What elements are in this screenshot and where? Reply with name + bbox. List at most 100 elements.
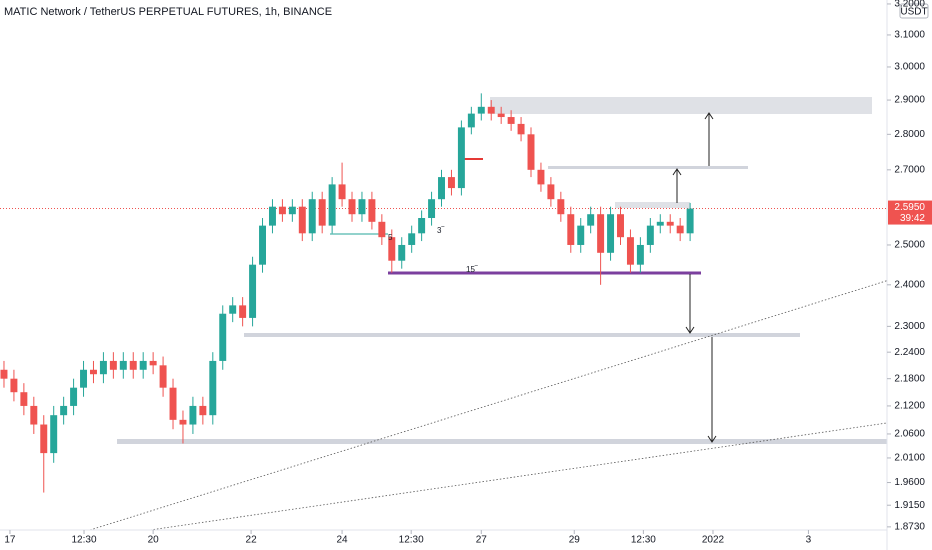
candle-body [278, 206, 286, 215]
candle-body [487, 106, 495, 114]
candle-body [477, 106, 485, 114]
candle-body [408, 233, 416, 245]
candle-body [398, 244, 406, 261]
candle-body [676, 225, 684, 234]
annotation: 3‾ [437, 226, 444, 235]
x-tick-label: 2022 [702, 535, 725, 546]
last-price-tag [888, 200, 932, 225]
countdown: 39:42 [900, 213, 925, 224]
candle-body [259, 225, 267, 265]
candle-body [507, 117, 515, 124]
candle-body [666, 221, 674, 226]
x-tick-label: 27 [476, 535, 488, 546]
y-tick-label: 2.2400 [894, 347, 925, 358]
candle-body [368, 199, 376, 222]
x-tick-label: 12:30 [72, 535, 97, 546]
candle-body [199, 405, 207, 416]
candle-body [438, 177, 445, 200]
currency-box [899, 3, 929, 19]
y-tick-label: 1.9600 [894, 477, 925, 488]
candle-body [20, 392, 28, 406]
candle-body [418, 218, 426, 234]
candle-body [447, 177, 455, 189]
candle-body [348, 199, 356, 215]
candle-body [646, 225, 654, 245]
x-tick-label: 29 [569, 535, 581, 546]
y-tick-label: 3.2000 [894, 0, 925, 10]
drawings [89, 97, 922, 531]
candle-body [10, 378, 18, 393]
candle-body [537, 169, 545, 185]
x-tick-label: 12:30 [399, 535, 424, 546]
candle-body [298, 206, 306, 234]
x-tick-label: 17 [4, 535, 16, 546]
candle-body [189, 405, 197, 425]
candle-body [686, 208, 694, 234]
candle-body [378, 221, 386, 238]
candle-body [50, 415, 58, 454]
x-tick-label: 24 [337, 535, 349, 546]
x-tick-label: 3 [806, 535, 812, 546]
x-tick-label: 22 [246, 535, 258, 546]
x-tick-label: 20 [148, 535, 160, 546]
y-tick-label: 2.3000 [894, 321, 925, 332]
zone [117, 439, 921, 444]
annotation: 15‾ [466, 265, 478, 274]
candle-body [517, 123, 525, 135]
y-tick-label: 1.9150 [894, 500, 925, 511]
candle-body [239, 305, 247, 318]
candle-body [338, 184, 346, 200]
candle-body [577, 225, 585, 245]
trend-line [149, 417, 922, 531]
candle-body [358, 199, 366, 215]
trend-line [89, 269, 922, 531]
zone [615, 202, 690, 208]
candle-body [70, 387, 78, 406]
y-tick-label: 2.4000 [894, 279, 925, 290]
candle-body [318, 199, 326, 226]
candles [0, 93, 887, 493]
candle-body [219, 313, 227, 361]
y-tick-label: 2.5000 [894, 240, 925, 251]
y-tick-label: 2.8000 [894, 129, 925, 140]
candle-body [557, 199, 565, 215]
candle-body [567, 214, 575, 245]
candle-body [308, 199, 316, 234]
arrows [672, 112, 717, 443]
price-axis [887, 0, 932, 550]
candle-body [626, 237, 634, 265]
candle-body [617, 214, 624, 238]
candle-body [587, 214, 595, 226]
candle-body [109, 360, 117, 370]
y-tick-label: 2.1200 [894, 401, 925, 412]
candle-body [607, 214, 615, 253]
candle-body [467, 113, 475, 128]
candle-body [179, 419, 187, 425]
candle-body [139, 360, 147, 370]
zone [548, 166, 748, 169]
candle-body [597, 214, 605, 253]
candle-body [89, 369, 97, 375]
x-tick-label: 12:30 [631, 535, 656, 546]
y-tick-label: 2.7000 [894, 164, 925, 175]
currency[interactable]: USDT [900, 7, 927, 18]
y-tick-label: 1.8730 [894, 522, 925, 533]
candle-body [249, 264, 257, 318]
candle-body [80, 369, 88, 388]
candle-body [169, 387, 177, 420]
candle-body [527, 134, 535, 170]
y-tick-label: 2.0100 [894, 453, 925, 464]
candle-body [229, 305, 237, 314]
y-tick-label: 2.0600 [894, 429, 925, 440]
candle-body [656, 221, 664, 226]
candle-body [268, 206, 276, 226]
candle-body [209, 360, 217, 416]
y-tick-label: 2.9000 [894, 95, 925, 106]
candle-body [288, 206, 296, 215]
y-tick-label: 3.1000 [894, 30, 925, 41]
zone [490, 97, 872, 114]
candle-body [457, 127, 465, 189]
candle-body [428, 199, 436, 219]
